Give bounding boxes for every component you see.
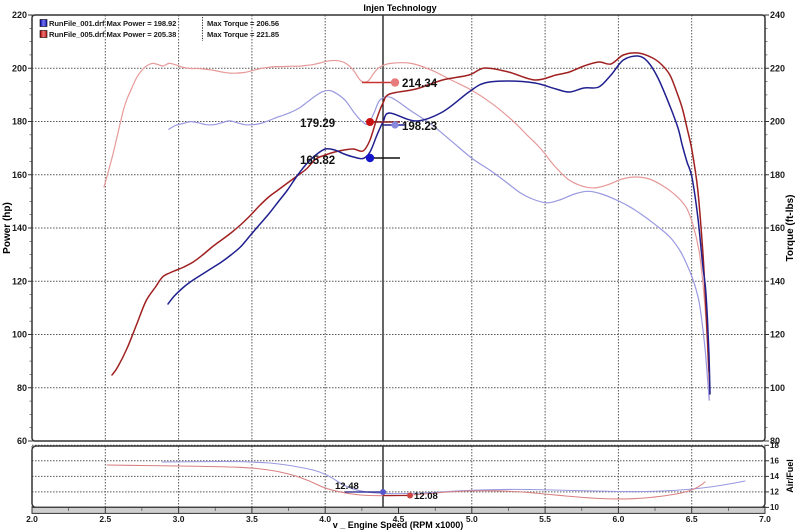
- svg-text:200: 200: [12, 63, 27, 73]
- svg-text:16: 16: [770, 457, 779, 466]
- svg-text:220: 220: [12, 10, 27, 20]
- svg-text:Power (hp): Power (hp): [2, 202, 13, 254]
- svg-text:12: 12: [770, 488, 779, 497]
- svg-text:220: 220: [770, 63, 785, 73]
- svg-text:18: 18: [770, 441, 779, 450]
- svg-text:14: 14: [770, 472, 779, 481]
- svg-text:v _ Engine Speed (RPM x1000): v _ Engine Speed (RPM x1000): [333, 520, 464, 530]
- svg-text:179.29: 179.29: [300, 118, 335, 130]
- svg-text:3.5: 3.5: [246, 514, 258, 524]
- svg-text:180: 180: [12, 117, 27, 127]
- svg-text:7.0: 7.0: [759, 514, 771, 524]
- svg-text:165.82: 165.82: [300, 155, 335, 167]
- svg-text:180: 180: [770, 170, 785, 180]
- svg-text:5.0: 5.0: [466, 514, 478, 524]
- svg-text:10: 10: [770, 503, 779, 512]
- svg-text:100: 100: [12, 330, 27, 340]
- svg-text:3.0: 3.0: [173, 514, 185, 524]
- svg-text:214.34: 214.34: [402, 78, 438, 90]
- svg-text:RunFile_001.drf Max Power = 19: RunFile_001.drf Max Power = 198.92: [49, 19, 176, 28]
- svg-text:140: 140: [12, 223, 27, 233]
- svg-text:Injen Technology: Injen Technology: [363, 3, 436, 13]
- svg-text:198.23: 198.23: [402, 121, 437, 133]
- svg-text:240: 240: [770, 10, 785, 20]
- svg-text:60: 60: [17, 436, 27, 446]
- svg-text:80: 80: [17, 383, 27, 393]
- svg-text:100: 100: [770, 383, 785, 393]
- svg-text:Air/Fuel: Air/Fuel: [785, 459, 795, 493]
- svg-text:RunFile_005.drf Max Power = 20: RunFile_005.drf Max Power = 205.38: [49, 30, 176, 39]
- svg-text:200: 200: [770, 117, 785, 127]
- svg-text:Torque (ft-lbs): Torque (ft-lbs): [785, 194, 796, 261]
- svg-text:12.48: 12.48: [335, 481, 359, 492]
- svg-text:4.0: 4.0: [319, 514, 331, 524]
- svg-text:5.5: 5.5: [539, 514, 551, 524]
- svg-text:2.5: 2.5: [99, 514, 111, 524]
- svg-text:12.08: 12.08: [414, 491, 438, 502]
- svg-text:140: 140: [770, 276, 785, 286]
- svg-text:6.5: 6.5: [686, 514, 698, 524]
- svg-text:Max Torque = 206.56: Max Torque = 206.56: [207, 19, 279, 28]
- svg-text:160: 160: [770, 223, 785, 233]
- svg-text:Max Torque = 221.85: Max Torque = 221.85: [207, 30, 280, 39]
- svg-text:6.0: 6.0: [612, 514, 624, 524]
- svg-text:2.0: 2.0: [26, 514, 38, 524]
- svg-text:120: 120: [770, 330, 785, 340]
- svg-text:120: 120: [12, 276, 27, 286]
- svg-text:160: 160: [12, 170, 27, 180]
